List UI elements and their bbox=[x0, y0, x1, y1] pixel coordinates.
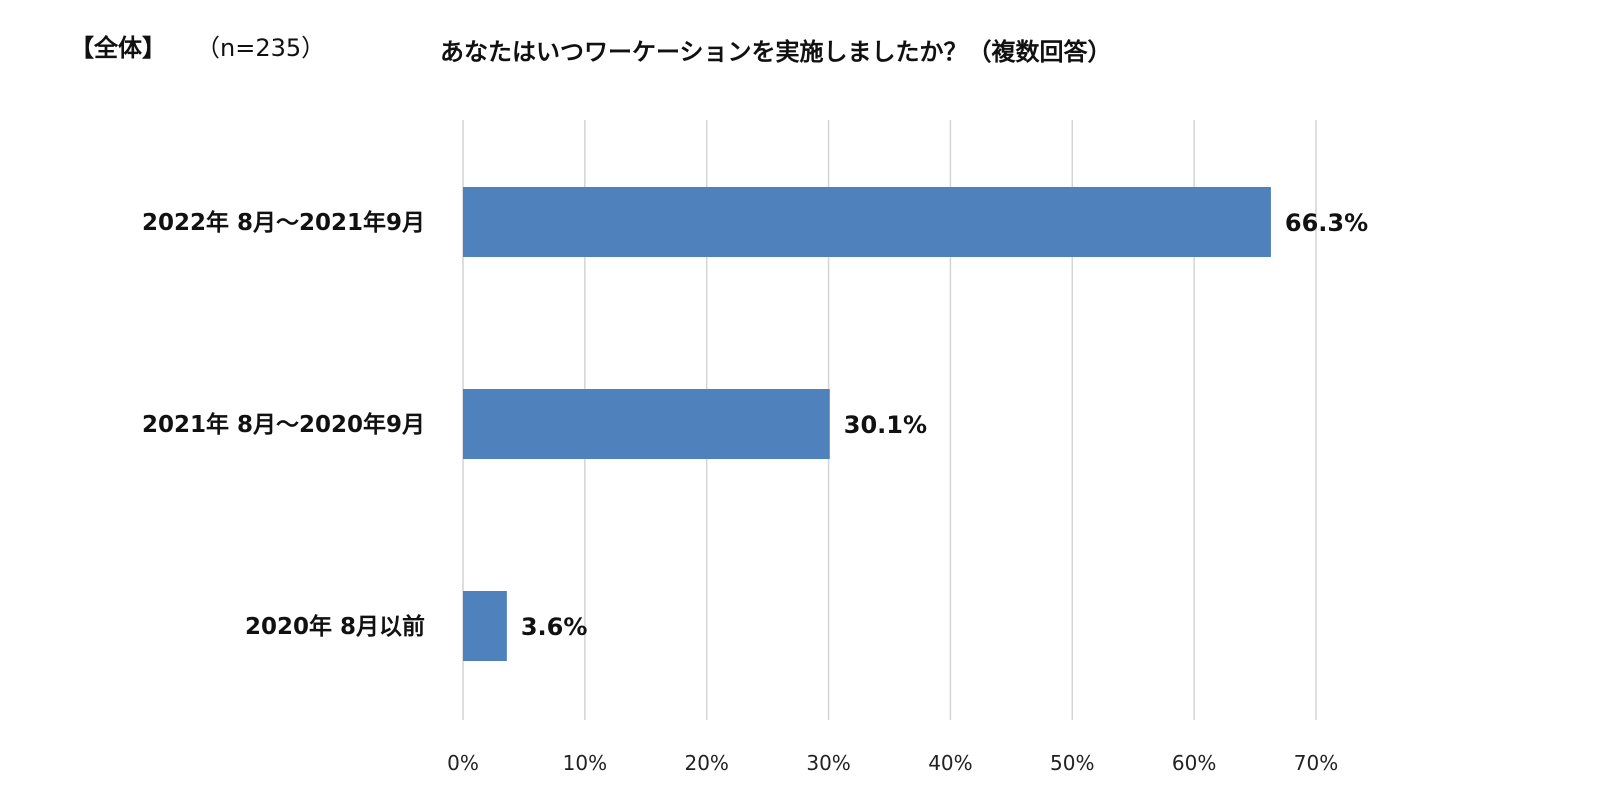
category-label: 2021年 8月～2020年9月 bbox=[142, 411, 425, 438]
x-tick-label: 30% bbox=[806, 751, 850, 775]
labels: 0% 10% 20% 30% 40% 50% 60% 70% 2022年 8月～2021年9月 6… bbox=[142, 209, 1368, 775]
x-tick-label: 50% bbox=[1050, 751, 1094, 775]
bar bbox=[463, 187, 1271, 257]
data-label: 30.1% bbox=[844, 411, 927, 439]
x-tick-label: 10% bbox=[563, 751, 607, 775]
chart-title: あなたはいつワーケーションを実施しましたか？（複数回答） bbox=[440, 38, 1112, 66]
x-tick-label: 0% bbox=[447, 751, 479, 775]
category-label: 2022年 8月～2021年9月 bbox=[142, 209, 425, 236]
x-tick-label: 60% bbox=[1172, 751, 1216, 775]
bar bbox=[463, 591, 507, 661]
bar bbox=[463, 389, 830, 459]
data-label: 66.3% bbox=[1285, 209, 1368, 237]
x-tick-label: 70% bbox=[1294, 751, 1338, 775]
segment-label: 【全体】 bbox=[70, 34, 166, 62]
x-tick-label: 40% bbox=[928, 751, 972, 775]
bars bbox=[463, 187, 1271, 661]
x-tick-label: 20% bbox=[684, 751, 728, 775]
category-label: 2020年 8月以前 bbox=[245, 613, 425, 640]
data-label: 3.6% bbox=[521, 613, 588, 641]
sample-size: （n=235） bbox=[196, 34, 326, 62]
